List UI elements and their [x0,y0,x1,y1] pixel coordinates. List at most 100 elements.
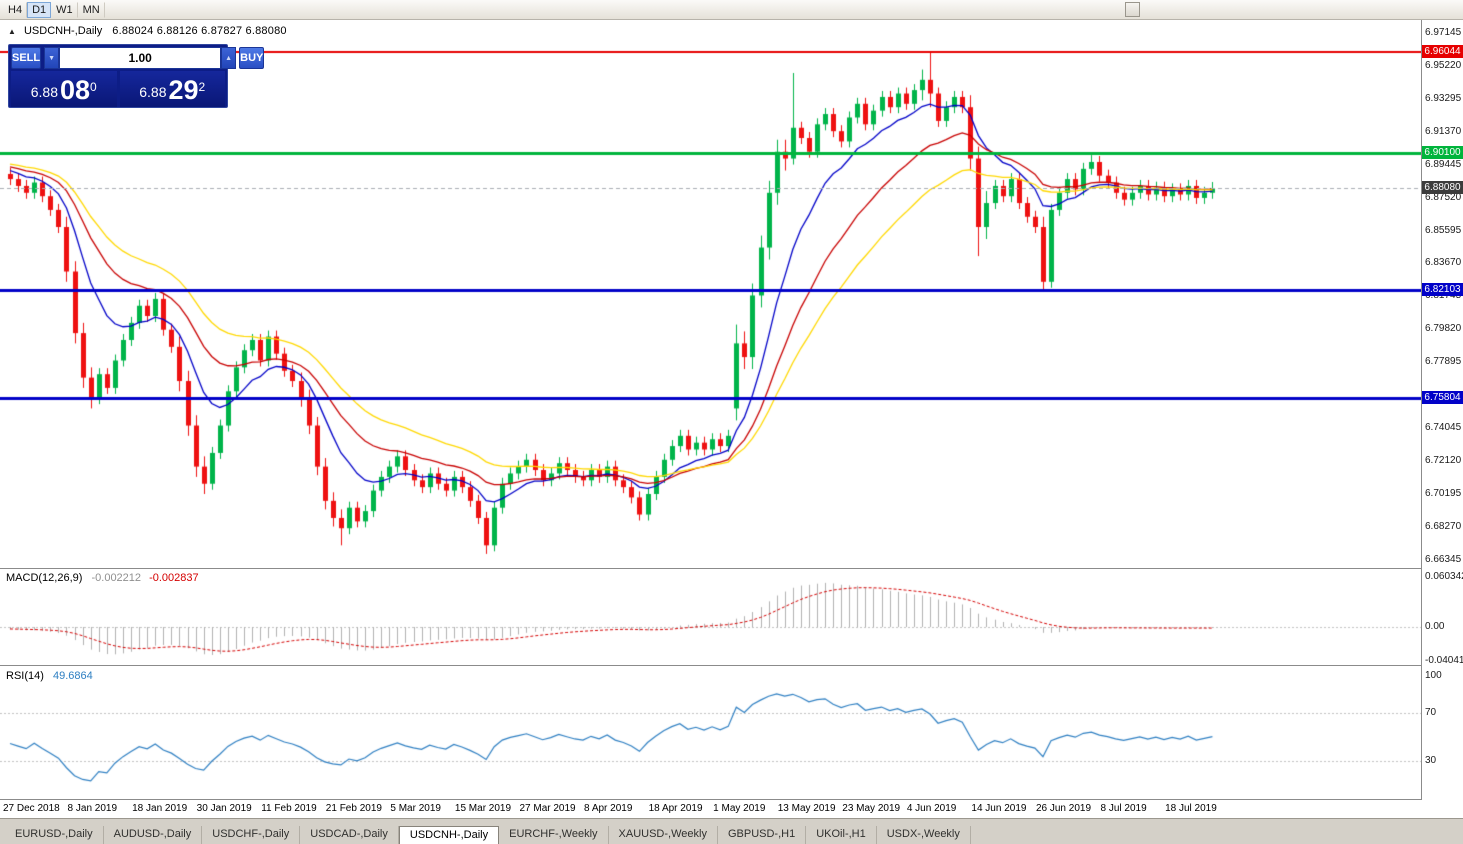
date-label: 13 May 2019 [777,803,836,814]
pane-separator[interactable] [0,799,1463,800]
top-toolbar: H4 D1 W1 MN [0,0,1463,20]
macd-signal-value: -0.002837 [149,572,199,584]
sell-button[interactable]: SELL [11,47,42,69]
rsi-value: 49.6864 [52,670,93,682]
rsi-axis-label: 30 [1425,755,1437,767]
price-tick-label: 6.87520 [1425,191,1462,203]
tab-eurchf-weekly[interactable]: EURCHF-,Weekly [499,826,609,844]
one-click-price-row: 6.88 08 0 6.88 29 2 [11,71,225,107]
date-label: 23 May 2019 [842,803,901,814]
chart-ohlc-values: 6.88024 6.88126 6.87827 6.88080 [112,25,287,37]
price-tick-label: 6.68270 [1425,521,1462,533]
rsi-axis-label: 100 [1425,670,1442,681]
volume-increase-button[interactable]: ▲ [221,47,237,69]
tab-audusd-daily[interactable]: AUDUSD-,Daily [104,826,203,844]
date-label: 11 Feb 2019 [261,803,317,814]
chart-title: ▲ USDCNH-,Daily 6.88024 6.88126 6.87827 … [8,25,287,37]
volume-decrease-button[interactable]: ▼ [44,47,60,69]
tab-usdcnh-daily[interactable]: USDCNH-,Daily [398,826,500,844]
tab-usdx-weekly[interactable]: USDX-,Weekly [877,826,971,844]
rsi-title: RSI(14) [6,670,44,682]
buy-button[interactable]: BUY [239,47,265,69]
current-price-badge: 6.88080 [1422,180,1463,194]
date-label: 27 Dec 2018 [3,803,60,814]
buy-price-point: 2 [198,80,206,94]
tab-usdcad-daily[interactable]: USDCAD-,Daily [300,826,399,844]
rsi-axis-label: 70 [1425,706,1437,718]
macd-indicator-canvas[interactable] [0,569,1421,665]
date-label: 18 Apr 2019 [648,803,703,814]
price-tick-label: 6.89445 [1425,158,1462,170]
tab-gbpusd-h1[interactable]: GBPUSD-,H1 [718,826,807,844]
sell-price-pips: 08 [60,75,91,105]
price-tick-label: 6.79820 [1425,323,1462,335]
price-tick-label: 6.66345 [1425,553,1462,565]
timeframe-button-mn[interactable]: MN [78,1,105,18]
one-click-trading-panel: SELL ▼ ▲ BUY 6.88 08 0 6.88 29 2 [8,44,265,108]
date-axis[interactable]: 27 Dec 2018 8 Jan 2019 18 Jan 2019 30 Jan 2… [0,800,1421,818]
date-label: 18 Jul 2019 [1165,803,1217,814]
tab-eurusd-daily[interactable]: EURUSD-,Daily [5,826,104,844]
rsi-panel-header: RSI(14) 49.6864 [6,670,93,682]
price-tick-label: 6.93295 [1425,92,1462,104]
price-tick-label: 6.85595 [1425,224,1462,236]
date-label: 4 Jun 2019 [906,803,957,814]
price-tick-label: 6.77895 [1425,356,1462,368]
buy-price-pips: 29 [168,75,199,105]
green-level-badge: 6.90100 [1422,146,1463,160]
price-axis[interactable]: 6.97145 6.95220 6.93295 6.91370 6.89445 6.875… [1422,20,1463,818]
pane-separator[interactable] [0,665,1463,666]
volume-control: ▼ ▲ [44,47,237,69]
date-label: 21 Feb 2019 [325,803,382,814]
date-label: 8 Jan 2019 [67,803,118,814]
timeframe-button-w1[interactable]: W1 [51,1,78,18]
rsi-indicator-canvas[interactable] [0,666,1421,799]
tab-ukoil-h1[interactable]: UKOil-,H1 [806,826,877,844]
axis-separator [1421,20,1422,800]
date-label: 1 May 2019 [713,803,766,814]
buy-price-display[interactable]: 6.88 29 2 [119,71,225,107]
tab-usdchf-daily[interactable]: USDCHF-,Daily [202,826,301,844]
macd-axis-label: -0.040415 [1425,654,1463,666]
date-label: 18 Jan 2019 [132,803,188,814]
macd-title: MACD(12,26,9) [6,572,83,584]
timeframe-button-d1[interactable]: D1 [27,1,52,18]
sell-price-display[interactable]: 6.88 08 0 [11,71,117,107]
toolbar-extra-button[interactable] [1125,2,1140,17]
blue-support-badge-1: 6.82103 [1422,283,1463,297]
chart-tabs: EURUSD-,Daily AUDUSD-,Daily USDCHF-,Daily U… [0,825,1463,844]
macd-panel-header: MACD(12,26,9) -0.002212 -0.002837 [6,572,199,584]
date-label: 5 Mar 2019 [390,803,441,814]
price-chart-canvas[interactable] [0,20,1421,568]
pane-separator[interactable] [0,568,1463,569]
tab-xauusd-weekly[interactable]: XAUUSD-,Weekly [609,826,718,844]
price-tick-label: 6.70195 [1425,488,1462,500]
date-label: 30 Jan 2019 [196,803,252,814]
date-label: 26 Jun 2019 [1035,803,1092,814]
timeframe-button-h4[interactable]: H4 [3,1,28,18]
macd-main-value: -0.002212 [91,572,142,584]
sell-price-point: 0 [90,80,97,94]
price-tick-label: 6.74045 [1425,422,1462,434]
price-tick-label: 6.95220 [1425,59,1462,71]
price-tick-label: 6.72120 [1425,455,1462,467]
bottom-strip [0,818,1463,825]
macd-axis-label: 0.060342 [1425,570,1463,582]
price-tick-label: 6.91370 [1425,125,1462,137]
buy-price-main: 6.88 [139,84,167,100]
date-label: 15 Mar 2019 [454,803,512,814]
price-tick-label: 6.83670 [1425,257,1462,269]
chart-window: ▲ USDCNH-,Daily 6.88024 6.88126 6.87827 … [0,20,1463,818]
chart-symbol-title: USDCNH-,Daily [23,25,103,37]
sell-price-main: 6.88 [30,84,58,100]
date-label: 14 Jun 2019 [971,803,1027,814]
macd-axis-label: 0.00 [1425,621,1445,632]
blue-support-badge-2: 6.75804 [1422,391,1463,405]
one-click-toggle-icon[interactable]: ▲ [8,27,16,36]
date-label: 27 Mar 2019 [519,803,576,814]
volume-input[interactable] [59,47,222,69]
date-label: 8 Jul 2019 [1100,803,1147,814]
price-tick-label: 6.97145 [1425,26,1462,38]
timeframe-buttons: H4 D1 W1 MN [3,0,105,20]
date-label: 8 Apr 2019 [584,803,633,814]
